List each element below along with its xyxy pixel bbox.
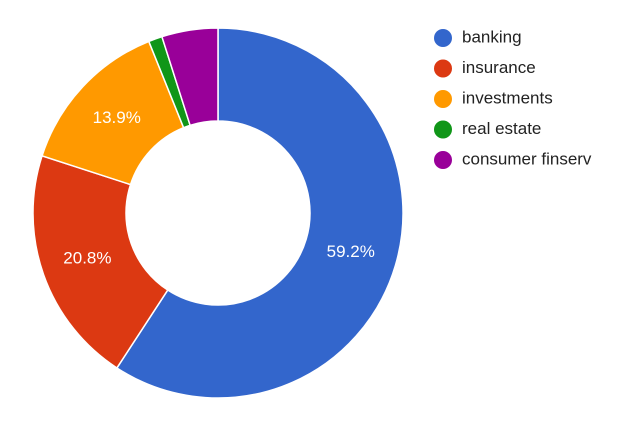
legend-swatch	[434, 151, 452, 169]
legend-label: banking	[462, 27, 522, 46]
slice-label: 13.9%	[93, 108, 141, 127]
legend-swatch	[434, 90, 452, 108]
legend-label: consumer finserv	[462, 149, 592, 168]
slice	[115, 27, 404, 399]
slice	[160, 27, 219, 127]
slice-label: 59.2%	[327, 242, 375, 261]
legend-label: real estate	[462, 119, 541, 138]
legend-swatch	[434, 29, 452, 47]
slice-label: 20.8%	[63, 249, 111, 268]
legend-label: investments	[462, 88, 553, 107]
legend-swatch	[434, 59, 452, 78]
legend-label: insurance	[462, 58, 536, 77]
slice	[32, 154, 169, 369]
legend-swatch	[434, 120, 452, 139]
